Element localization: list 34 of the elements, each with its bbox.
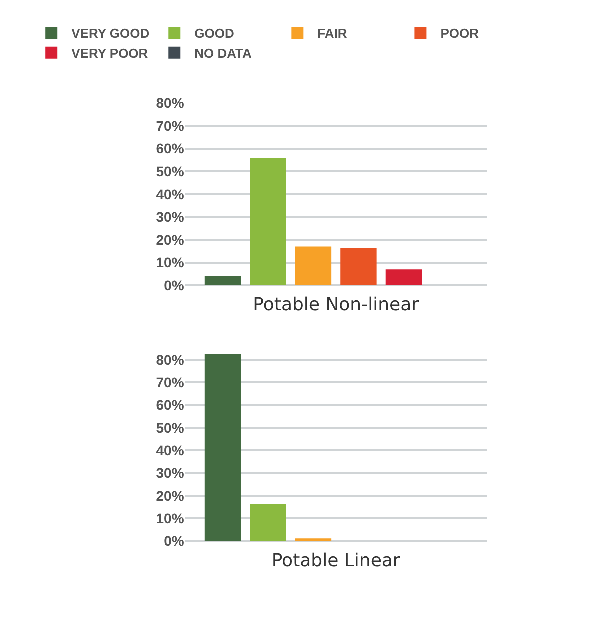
bar xyxy=(340,248,377,286)
legend-label: FAIR xyxy=(318,26,348,42)
legend-label: GOOD xyxy=(194,26,234,42)
y-tick-label: 70% xyxy=(156,374,185,391)
bar xyxy=(204,354,242,542)
y-tick-label: 30% xyxy=(156,209,185,226)
x-axis-title: Potable Linear xyxy=(272,550,401,572)
y-tick-label: 40% xyxy=(156,442,185,459)
bar xyxy=(250,158,286,286)
bar xyxy=(250,504,286,542)
legend-label: VERY POOR xyxy=(72,46,149,61)
y-tick-label: 60% xyxy=(156,397,185,414)
y-tick-label: 10% xyxy=(156,510,185,527)
legend-label: VERY GOOD xyxy=(72,26,150,42)
y-tick-label: 0% xyxy=(164,277,185,294)
y-tick-label: 30% xyxy=(156,465,185,482)
y-tick-label: 0% xyxy=(164,533,185,550)
y-tick-label: 10% xyxy=(156,254,185,271)
y-tick-label: 80% xyxy=(156,95,185,112)
bar xyxy=(386,270,422,286)
y-tick-label: 50% xyxy=(156,420,185,436)
legend-label: NO DATA xyxy=(194,46,253,61)
x-axis-title: Potable Non-linear xyxy=(253,294,420,316)
bar xyxy=(295,538,332,542)
bar xyxy=(295,246,332,286)
y-tick-label: 20% xyxy=(156,488,185,504)
y-tick-label: 20% xyxy=(156,232,185,248)
y-tick-label: 60% xyxy=(156,140,185,157)
y-tick-label: 50% xyxy=(156,164,185,180)
bar xyxy=(204,276,242,286)
y-tick-label: 40% xyxy=(156,186,185,202)
legend-label: POOR xyxy=(440,26,480,42)
y-tick-label: 80% xyxy=(156,352,185,368)
y-tick-label: 70% xyxy=(156,118,185,134)
